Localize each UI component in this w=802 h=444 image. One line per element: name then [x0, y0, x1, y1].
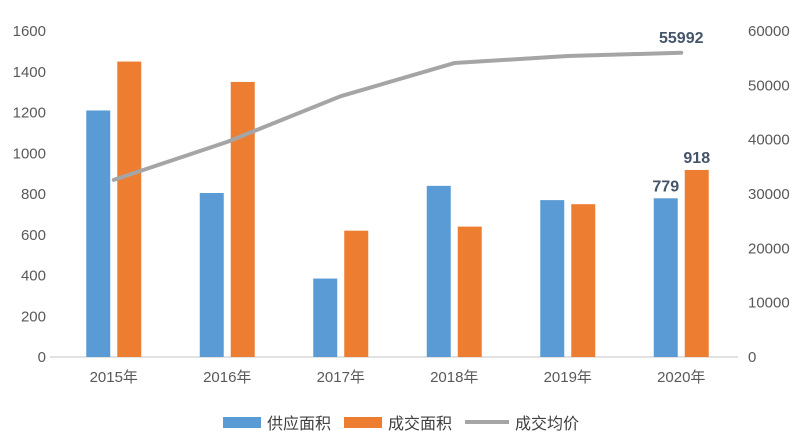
data-label-供应面积-2020年: 779	[652, 178, 679, 195]
right-axis-tick-label: 20000	[748, 240, 790, 257]
x-axis-category-label: 2018年	[430, 369, 478, 386]
x-axis-category-label: 2019年	[544, 369, 592, 386]
legend-item-supply-area[interactable]: 供应面积	[222, 410, 331, 434]
bar-供应面积-2017年[interactable]	[313, 278, 338, 357]
bar-成交面积-2019年[interactable]	[571, 204, 596, 357]
bar-成交面积-2018年[interactable]	[457, 226, 482, 357]
data-label-成交面积-2020年: 918	[683, 150, 710, 167]
line-成交均价[interactable]	[111, 50, 684, 182]
bar-供应面积-2020年[interactable]	[653, 198, 678, 357]
legend-label-transaction-area: 成交面积	[387, 416, 452, 433]
right-axis-tick-label: 40000	[748, 132, 790, 149]
right-axis-tick-label: 60000	[748, 23, 790, 40]
left-axis-tick-label: 1400	[13, 64, 46, 81]
left-axis-tick-label: 1600	[13, 23, 46, 40]
left-axis-tick-label: 200	[21, 308, 46, 325]
chart-legend: 供应面积 成交面积 成交均价	[0, 408, 802, 436]
right-axis-tick-label: 50000	[748, 77, 790, 94]
legend-item-average-price[interactable]: 成交均价	[465, 410, 579, 434]
left-axis-tick-label: 400	[21, 268, 46, 285]
bar-供应面积-2019年[interactable]	[540, 200, 565, 357]
x-axis-category-label: 2017年	[317, 369, 365, 386]
legend-label-supply-area: 供应面积	[266, 416, 331, 433]
right-axis-tick-label: 10000	[748, 295, 790, 312]
line-swatch-gray-icon	[465, 420, 509, 424]
bar-成交面积-2020年[interactable]	[684, 169, 709, 357]
left-axis-tick-label: 600	[21, 227, 46, 244]
x-axis-category-label: 2016年	[203, 369, 251, 386]
data-label-成交均价-2020年: 55992	[659, 30, 704, 47]
right-axis-tick-label: 0	[748, 349, 756, 366]
bar-swatch-blue-icon	[222, 416, 261, 428]
x-axis-category-label: 2020年	[657, 369, 705, 386]
legend-item-transaction-area[interactable]: 成交面积	[343, 410, 452, 434]
bar-swatch-orange-icon	[343, 416, 382, 428]
right-axis-tick-label: 30000	[748, 186, 790, 203]
bar-供应面积-2015年[interactable]	[86, 110, 111, 358]
bar-成交面积-2017年[interactable]	[344, 230, 369, 357]
bar-成交面积-2015年[interactable]	[117, 61, 142, 357]
left-axis-tick-label: 0	[38, 349, 46, 366]
legend-label-average-price: 成交均价	[515, 416, 580, 433]
left-axis-tick-label: 800	[21, 186, 46, 203]
left-axis-tick-label: 1000	[13, 145, 46, 162]
bar-供应面积-2016年[interactable]	[199, 192, 224, 357]
x-axis-category-label: 2015年	[90, 369, 138, 386]
bar-成交面积-2016年[interactable]	[230, 81, 255, 357]
bar-供应面积-2018年[interactable]	[426, 185, 451, 357]
left-axis-tick-label: 1200	[13, 105, 46, 122]
